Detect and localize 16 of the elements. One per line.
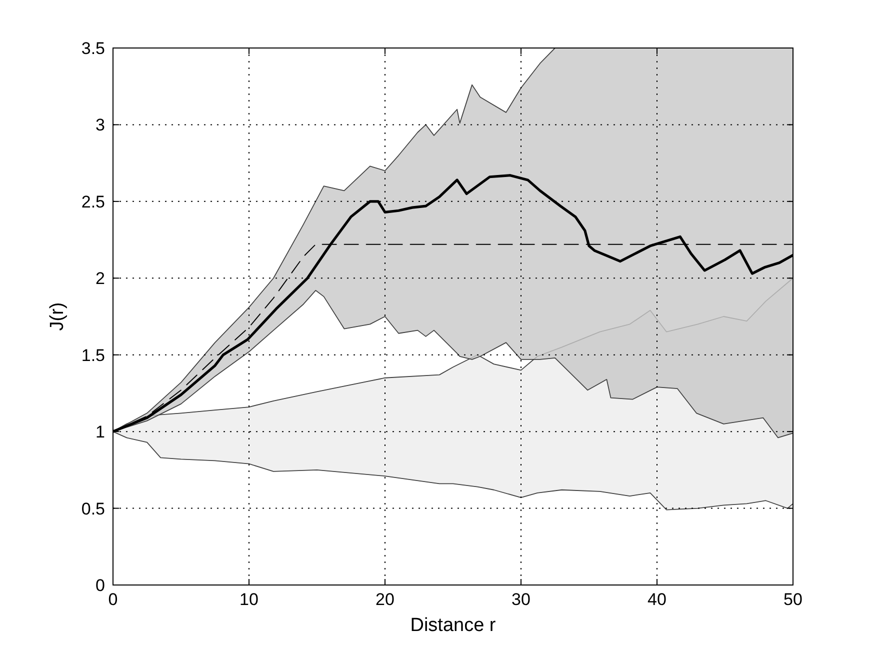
y-tick-label: 3 (96, 116, 105, 135)
y-tick-label: 0 (96, 576, 105, 595)
x-tick-label: 20 (376, 590, 394, 609)
y-tick-label: 2 (96, 269, 105, 288)
x-tick-label: 50 (784, 590, 802, 609)
y-tick-label: 0.5 (81, 499, 105, 518)
x-tick-label: 30 (512, 590, 530, 609)
y-tick-label: 1 (96, 422, 105, 442)
x-tick-label: 0 (108, 590, 118, 609)
y-tick-label: 2.5 (81, 192, 105, 212)
x-tick-label: 40 (648, 590, 666, 609)
y-axis-title: J(r) (47, 302, 68, 331)
y-tick-label: 1.5 (81, 346, 105, 365)
x-axis-title: Distance r (410, 615, 496, 636)
y-tick-label: 3.5 (81, 39, 105, 58)
x-tick-label: 10 (240, 590, 258, 609)
